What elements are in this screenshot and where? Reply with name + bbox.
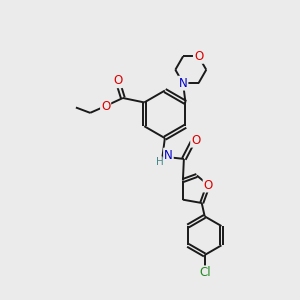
Text: O: O	[113, 74, 122, 87]
Text: Cl: Cl	[199, 266, 211, 279]
Text: N: N	[179, 76, 188, 90]
Text: O: O	[204, 178, 213, 191]
Text: O: O	[194, 50, 203, 63]
Text: O: O	[101, 100, 110, 113]
Text: N: N	[164, 148, 173, 162]
Text: O: O	[191, 134, 200, 147]
Text: H: H	[156, 157, 164, 167]
